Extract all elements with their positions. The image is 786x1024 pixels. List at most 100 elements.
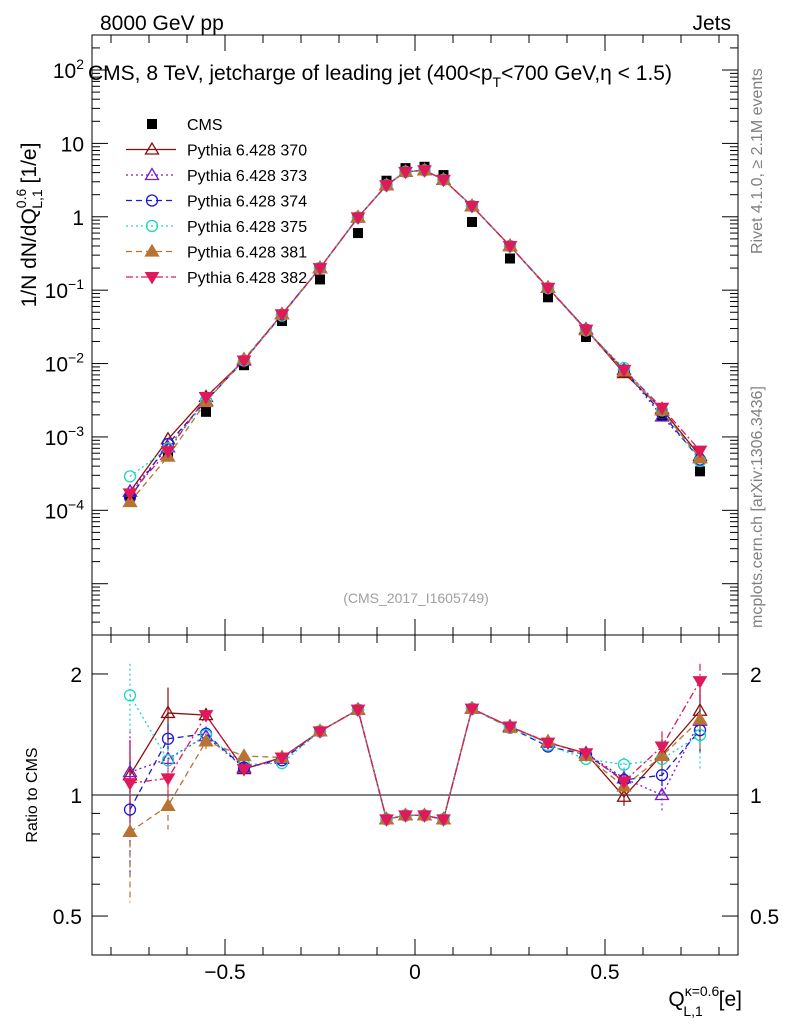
ratio-series-line-p381 [129,707,701,833]
ratio-point-p382 [122,778,138,791]
main-point-CMS [201,406,211,417]
legend-marker-p382 [144,272,160,285]
ratio-point-p381 [654,748,670,762]
ratio-x-tick-label: 0.5 [590,961,619,984]
legend-label-CMS: CMS [187,117,223,134]
ratio-series-line-p375 [129,694,701,821]
ratio-series-line-p374 [129,707,701,821]
ratio-y-tick-label-right: 2 [750,664,762,687]
main-y-axis-label: 1/N dN/dQ0.6L,1 [1/e] [13,143,45,308]
ratio-point-p382 [312,726,328,739]
legend-marker-p370 [144,141,160,155]
ratio-y-axis-label: Ratio to CMS [24,747,41,842]
main-y-tick-label: 10 [61,133,84,156]
ratio-point-p382 [578,748,594,761]
main-series-line-p382 [129,169,701,494]
main-y-tick-label: 10−3 [45,423,85,450]
ratio-series-line-p370 [129,707,701,821]
side-rivet-label: Rivet 4.1.0, ≥ 2.1M events [749,68,766,254]
main-point-CMS [315,274,325,285]
analysis-id: (CMS_2017_I1605749) [343,590,489,606]
main-point-p382 [350,212,366,225]
main-point-p382 [692,445,708,459]
ratio-point-p382 [692,676,708,689]
main-point-p382 [616,364,632,378]
energy-label: 8000 GeV pp [100,12,224,35]
ratio-point-p382 [274,752,290,765]
legend-marker-p375 [145,219,159,233]
main-point-p382 [236,355,252,368]
ratio-point-p382 [654,741,670,755]
ratio-series-line-p382 [129,680,701,821]
ratio-point-p382 [236,764,252,777]
ratio-point-p373 [654,787,670,801]
ratio-y-tick-label: 1 [70,785,82,808]
main-series-line-p375 [129,169,701,477]
ratio-point-p375 [123,689,137,702]
ratio-point-p381 [122,824,138,837]
main-series-group [122,161,708,508]
ratio-point-p382 [464,703,480,717]
process-label: Jets [692,12,731,35]
main-point-p382 [540,282,556,296]
main-y-tick-label: 102 [53,56,84,83]
ratio-point-p382 [616,776,632,790]
svg-text:1/N dN/dQ0.6L,1 [1/e]: 1/N dN/dQ0.6L,1 [1/e] [13,143,45,308]
legend-label-p373: Pythia 6.428 373 [187,168,307,185]
main-point-p382 [379,180,394,193]
main-y-tick-label: 10−1 [45,276,85,303]
ratio-point-p375 [617,758,631,771]
ratio-y-tick-label: 2 [70,664,82,687]
ratio-point-p382 [502,721,518,735]
main-point-p382 [274,309,290,322]
main-point-p382 [436,174,451,188]
main-point-CMS [505,253,515,264]
ratio-point-p381 [198,733,214,747]
ratio-point-p382 [417,810,432,823]
ratio-point-p382 [379,814,394,827]
main-point-p370 [160,431,176,445]
ratio-series-line-p373 [129,707,701,821]
x-axis-label: Qκ=0.6 L,1 [e] [668,983,742,1019]
ratio-point-p381 [236,748,252,762]
main-point-p382 [502,240,518,254]
plot-title: CMS, 8 TeV, jetcharge of leading jet (40… [88,62,672,90]
ratio-point-p375 [693,728,707,742]
main-point-p381 [122,494,138,508]
legend-label-p375: Pythia 6.428 375 [187,219,307,236]
main-point-CMS [543,292,553,303]
ratio-y-tick-label-right: 0.5 [750,906,779,929]
legend-marker-CMS [147,119,157,129]
ratio-point-p382 [198,710,214,723]
ratio-point-p370 [616,788,632,802]
ratio-series-group [122,663,708,903]
ratio-point-p381 [692,711,708,725]
ratio-point-p382 [540,737,556,751]
main-point-p382 [198,392,214,405]
ratio-y-tick-label-right: 1 [750,785,762,808]
main-point-p382 [417,165,432,178]
main-y-tick-label: 10−2 [45,350,85,377]
ratio-x-tick-label: 0 [409,961,421,984]
main-point-p382 [654,402,670,416]
side-mcplots-label: mcplots.cern.ch [arXiv:1306.3436] [749,386,766,628]
main-point-CMS [353,228,363,239]
main-point-CMS [695,466,705,477]
main-y-tick-label: 1 [72,207,84,230]
ratio-point-p370 [160,705,176,719]
legend-marker-p373 [144,167,160,181]
legend-label-p374: Pythia 6.428 374 [187,194,307,211]
legend-label-p370: Pythia 6.428 370 [187,143,307,160]
ratio-point-p374 [123,803,137,816]
ratio-point-p382 [436,814,451,827]
ratio-point-p382 [350,704,366,718]
main-point-p382 [160,446,176,459]
main-point-p382 [398,166,413,180]
legend-label-p382: Pythia 6.428 382 [187,270,307,287]
ratio-point-p375 [161,754,175,767]
legend: CMS Pythia 6.428 370 Pythia 6.428 373 Pythi… [126,117,307,287]
main-point-p382 [122,488,138,501]
ratio-point-p374 [655,769,669,782]
main-axis-ticks: 10−4 10−3 10−2 10−1 1 10 102 [45,34,738,636]
